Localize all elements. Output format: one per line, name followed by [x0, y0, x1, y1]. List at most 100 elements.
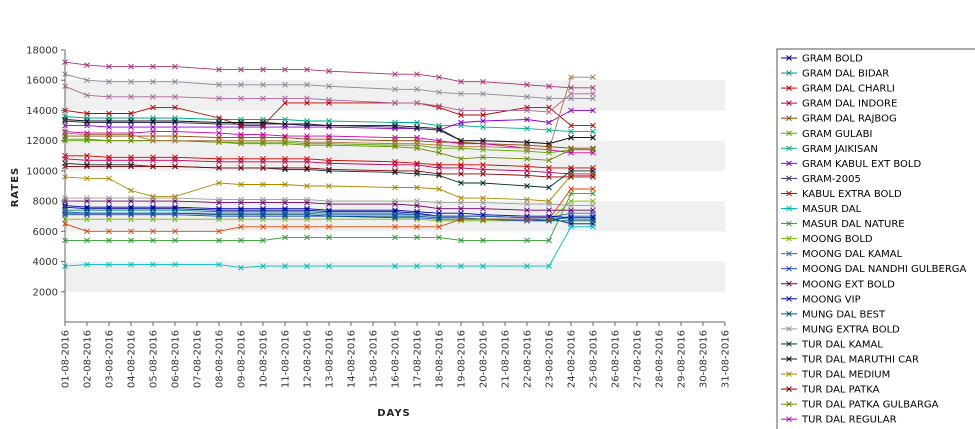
- legend-swatch-marker-stroke-b: [786, 220, 792, 227]
- data-point-stroke-b: [436, 263, 442, 269]
- data-point: [524, 216, 530, 223]
- data-point: [282, 211, 288, 218]
- legend-item: MOONG DAL NANDHI GULBERGA: [781, 264, 967, 275]
- data-point: [458, 210, 464, 217]
- legend-swatch-marker-stroke-b: [786, 205, 792, 212]
- data-point: [590, 207, 596, 214]
- data-point-stroke-b: [480, 180, 486, 186]
- data-point-stroke-b: [546, 184, 552, 191]
- x-tick-label: 23-08-2016: [545, 330, 556, 388]
- data-point: [480, 112, 486, 118]
- data-point: [546, 127, 552, 133]
- legend-label: MOONG BOLD: [802, 234, 873, 245]
- data-point-stroke-b: [128, 205, 134, 212]
- data-point-stroke-b: [524, 216, 530, 223]
- data-point-stroke-b: [458, 112, 464, 118]
- legend-label: MOONG EXT BOLD: [802, 279, 895, 290]
- data-point-stroke-b: [106, 130, 112, 136]
- y-tick-label: 10000: [26, 166, 58, 177]
- y-tick-label: 8000: [33, 197, 58, 208]
- data-point-stroke-b: [458, 214, 464, 221]
- data-point: [260, 81, 266, 88]
- legend-swatch-marker-stroke-b: [786, 371, 792, 377]
- data-point: [546, 198, 552, 204]
- data-point: [84, 161, 90, 168]
- data-point-stroke-b: [590, 174, 596, 180]
- data-point: [106, 130, 112, 136]
- data-point: [260, 137, 266, 144]
- data-point-stroke-b: [216, 213, 222, 220]
- data-point-stroke-b: [414, 168, 420, 174]
- data-point: [282, 81, 288, 88]
- data-point: [260, 223, 266, 230]
- data-point-stroke-b: [326, 168, 332, 174]
- data-point-stroke-b: [216, 66, 222, 73]
- data-point: [524, 217, 530, 224]
- data-point-stroke-b: [546, 95, 552, 102]
- data-point-stroke-b: [150, 137, 156, 144]
- data-point-stroke-b: [546, 109, 552, 115]
- grid-band: [65, 80, 725, 111]
- x-tick-label: 14-08-2016: [347, 330, 358, 388]
- data-point: [282, 139, 288, 146]
- data-point-stroke-b: [304, 205, 310, 212]
- data-point: [590, 95, 596, 102]
- x-tick-label: 01-08-2016: [61, 330, 72, 388]
- data-point: [216, 130, 222, 136]
- x-tick-label: 26-08-2016: [611, 330, 622, 388]
- data-point-stroke-b: [106, 118, 112, 124]
- data-point: [524, 168, 530, 174]
- data-point: [150, 157, 156, 164]
- data-point: [414, 160, 420, 167]
- data-point-stroke-b: [282, 81, 288, 88]
- data-point-stroke-b: [304, 223, 310, 230]
- data-point-stroke-b: [480, 112, 486, 118]
- data-point: [546, 157, 552, 164]
- legend-label: TUR DAL MEDIUM: [801, 370, 890, 381]
- data-point-stroke-b: [282, 181, 288, 188]
- data-point-stroke-b: [238, 237, 244, 244]
- data-point: [128, 163, 134, 170]
- data-point: [260, 213, 266, 220]
- legend-swatch-marker: [786, 356, 792, 362]
- data-point-stroke-b: [150, 63, 156, 70]
- data-point: [546, 184, 552, 191]
- data-point-stroke-b: [414, 145, 420, 152]
- data-point-stroke-b: [590, 95, 596, 102]
- data-point-stroke-b: [458, 205, 464, 212]
- legend-swatch-marker: [786, 386, 792, 392]
- data-point-stroke-b: [260, 213, 266, 220]
- data-point-stroke-b: [150, 261, 156, 268]
- data-point: [84, 77, 90, 84]
- data-point: [436, 234, 442, 241]
- legend-swatch-marker-stroke-b: [786, 100, 792, 107]
- data-point: [524, 183, 530, 189]
- data-point-stroke-b: [436, 172, 442, 179]
- data-point-stroke-b: [392, 71, 398, 78]
- data-point-stroke-b: [84, 152, 90, 159]
- data-point: [546, 207, 552, 214]
- data-point-stroke-b: [304, 165, 310, 171]
- legend-swatch-marker: [786, 160, 792, 167]
- plot-points: [62, 59, 596, 271]
- data-point: [128, 228, 134, 235]
- data-point-stroke-b: [172, 119, 178, 126]
- data-point-stroke-b: [480, 205, 486, 212]
- legend-label: GRAM-2005: [802, 174, 861, 185]
- data-point: [84, 175, 90, 182]
- data-point-stroke-b: [216, 130, 222, 136]
- data-point-stroke-b: [150, 124, 156, 130]
- x-tick-label: 21-08-2016: [501, 330, 512, 388]
- data-point: [106, 261, 112, 268]
- data-point-stroke-b: [282, 234, 288, 241]
- data-point: [590, 172, 596, 179]
- data-point: [568, 95, 574, 102]
- data-point: [172, 157, 178, 164]
- data-point-stroke-b: [106, 205, 112, 212]
- legend-swatch-marker: [786, 100, 792, 107]
- data-point: [150, 211, 156, 218]
- legend-label: GRAM JAIKISAN: [802, 144, 878, 155]
- data-point-stroke-b: [282, 133, 288, 139]
- legend-label: GRAM BOLD: [802, 54, 863, 65]
- data-point: [172, 118, 178, 124]
